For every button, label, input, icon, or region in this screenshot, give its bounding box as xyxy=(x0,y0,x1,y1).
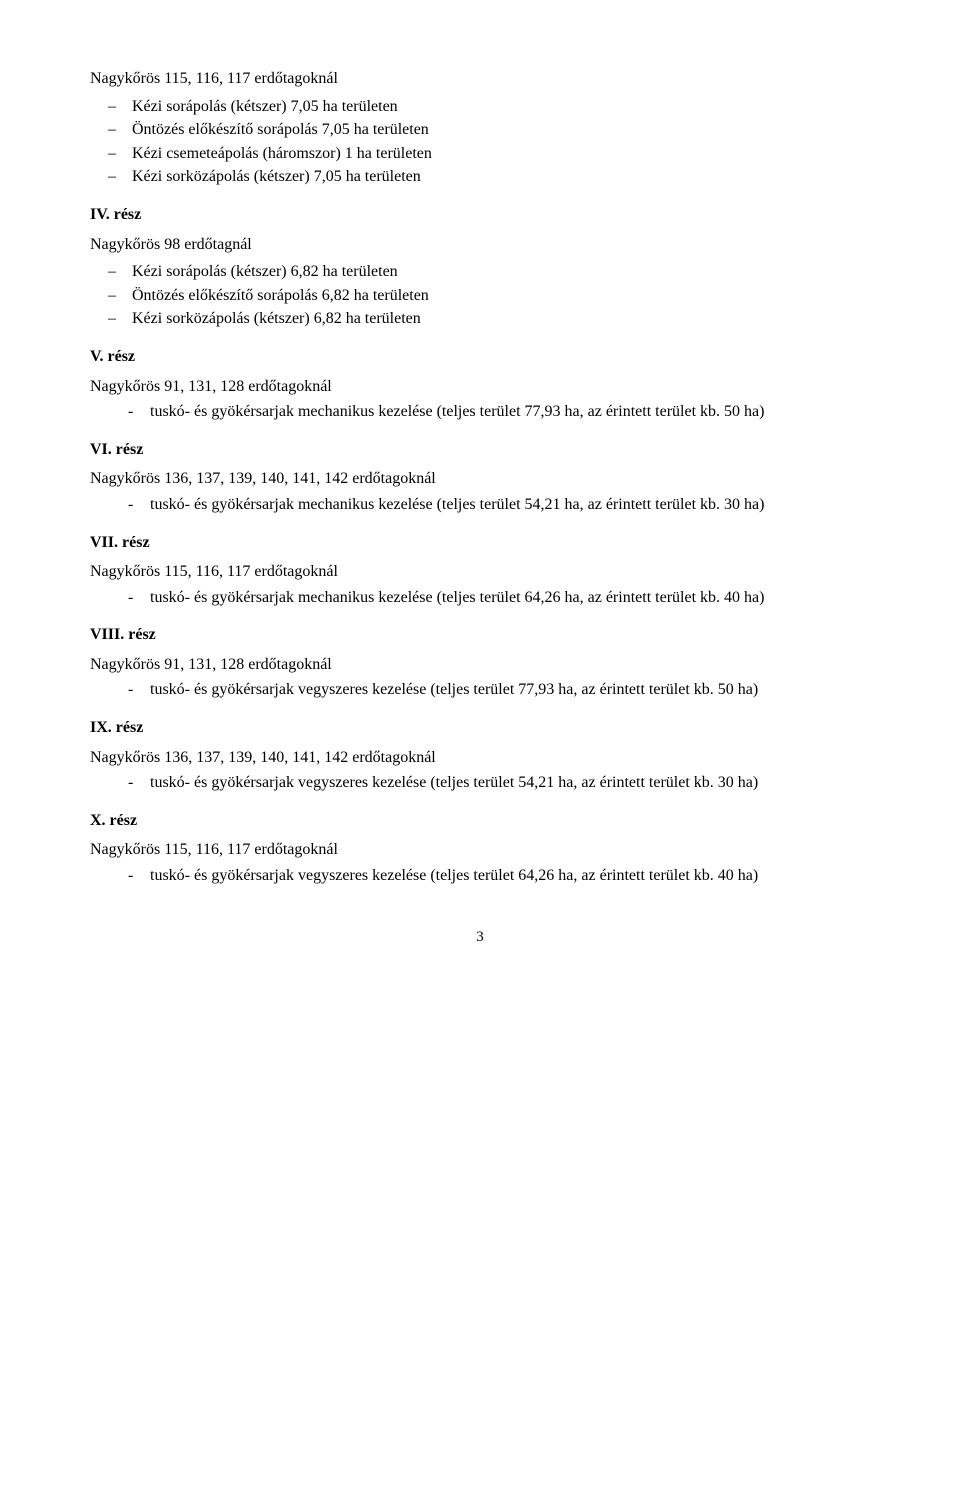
list-item: Öntözés előkészítő sorápolás 7,05 ha ter… xyxy=(90,119,870,141)
location-4-title: Nagykőrös 136, 137, 139, 140, 141, 142 e… xyxy=(90,468,870,490)
part-7-label: VII. rész xyxy=(90,532,870,554)
location-7-title: Nagykőrös 136, 137, 139, 140, 141, 142 e… xyxy=(90,747,870,769)
list-item: tuskó- és gyökérsarjak vegyszeres kezelé… xyxy=(90,865,870,887)
location-8-title: Nagykőrös 115, 116, 117 erdőtagoknál xyxy=(90,839,870,861)
location-3-title: Nagykőrös 91, 131, 128 erdőtagoknál xyxy=(90,376,870,398)
list-item: Kézi sorápolás (kétszer) 7,05 ha terület… xyxy=(90,96,870,118)
list-item: tuskó- és gyökérsarjak vegyszeres kezelé… xyxy=(90,679,870,701)
list-item: Kézi sorközápolás (kétszer) 7,05 ha terü… xyxy=(90,166,870,188)
location-2-title: Nagykőrös 98 erdőtagnál xyxy=(90,234,870,256)
location-4-list: tuskó- és gyökérsarjak mechanikus kezelé… xyxy=(90,494,870,516)
location-2-list: Kézi sorápolás (kétszer) 6,82 ha terület… xyxy=(90,261,870,330)
location-3-list: tuskó- és gyökérsarjak mechanikus kezelé… xyxy=(90,401,870,423)
part-10-label: X. rész xyxy=(90,810,870,832)
location-7-list: tuskó- és gyökérsarjak vegyszeres kezelé… xyxy=(90,772,870,794)
part-9-label: IX. rész xyxy=(90,717,870,739)
list-item: tuskó- és gyökérsarjak mechanikus kezelé… xyxy=(90,587,870,609)
part-4-label: IV. rész xyxy=(90,204,870,226)
part-5-label: V. rész xyxy=(90,346,870,368)
list-item: tuskó- és gyökérsarjak mechanikus kezelé… xyxy=(90,494,870,516)
list-item: Kézi sorközápolás (kétszer) 6,82 ha terü… xyxy=(90,308,870,330)
location-6-title: Nagykőrös 91, 131, 128 erdőtagoknál xyxy=(90,654,870,676)
location-1-title: Nagykőrös 115, 116, 117 erdőtagoknál xyxy=(90,68,870,90)
list-item: tuskó- és gyökérsarjak vegyszeres kezelé… xyxy=(90,772,870,794)
list-item: Öntözés előkészítő sorápolás 6,82 ha ter… xyxy=(90,285,870,307)
part-8-label: VIII. rész xyxy=(90,624,870,646)
location-5-title: Nagykőrös 115, 116, 117 erdőtagoknál xyxy=(90,561,870,583)
list-item: Kézi csemeteápolás (háromszor) 1 ha terü… xyxy=(90,143,870,165)
location-1-list: Kézi sorápolás (kétszer) 7,05 ha terület… xyxy=(90,96,870,188)
location-8-list: tuskó- és gyökérsarjak vegyszeres kezelé… xyxy=(90,865,870,887)
page-number: 3 xyxy=(90,927,870,947)
location-5-list: tuskó- és gyökérsarjak mechanikus kezelé… xyxy=(90,587,870,609)
list-item: tuskó- és gyökérsarjak mechanikus kezelé… xyxy=(90,401,870,423)
part-6-label: VI. rész xyxy=(90,439,870,461)
list-item: Kézi sorápolás (kétszer) 6,82 ha terület… xyxy=(90,261,870,283)
location-6-list: tuskó- és gyökérsarjak vegyszeres kezelé… xyxy=(90,679,870,701)
